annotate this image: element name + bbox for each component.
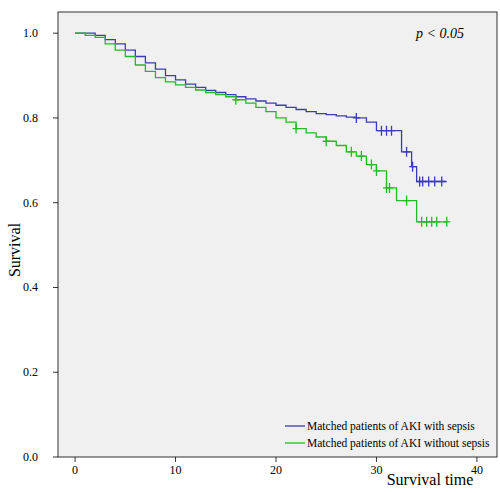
censor-mark xyxy=(232,95,239,105)
y-tick xyxy=(53,202,58,203)
legend-label: Matched patients of AKI without sepsis xyxy=(307,437,490,450)
plot-marks xyxy=(75,33,450,227)
x-tick-label: 0 xyxy=(72,463,78,477)
y-tick xyxy=(53,117,58,118)
x-tick-label: 10 xyxy=(170,463,182,477)
x-tick-label: 30 xyxy=(370,463,382,477)
chart: 0.00.20.40.60.81.0010203040Survival time… xyxy=(0,0,500,493)
y-tick-label: 0.8 xyxy=(23,111,38,125)
censor-mark xyxy=(425,177,432,187)
censor-mark xyxy=(403,147,410,157)
x-tick xyxy=(75,457,76,462)
y-tick xyxy=(53,372,58,373)
y-tick-label: 0.6 xyxy=(23,196,38,210)
legend-swatch xyxy=(285,425,305,426)
y-tick-label: 0.4 xyxy=(23,280,38,294)
censor-mark xyxy=(438,177,445,187)
censor-mark xyxy=(348,147,355,157)
y-tick-label: 0.2 xyxy=(23,365,38,379)
censor-mark xyxy=(433,217,440,227)
legend-swatch xyxy=(285,442,305,443)
x-tick xyxy=(175,457,176,462)
censor-mark xyxy=(409,162,416,172)
annotation: p < 0.05 xyxy=(415,26,464,41)
censor-mark xyxy=(431,177,438,187)
censor-mark xyxy=(358,151,365,161)
y-axis-label: Survival xyxy=(6,222,23,277)
plot-area xyxy=(58,12,497,457)
legend-label: Matched patients of AKI with sepsis xyxy=(307,420,475,433)
censor-mark xyxy=(373,166,380,176)
x-tick xyxy=(275,457,276,462)
survival-line xyxy=(75,33,447,222)
censor-mark xyxy=(368,160,375,170)
censor-mark xyxy=(419,177,426,187)
censor-mark xyxy=(388,126,395,136)
y-tick-label: 1.0 xyxy=(23,26,38,40)
censor-mark xyxy=(293,124,300,134)
x-axis-label: Survival time xyxy=(387,471,474,488)
x-tick xyxy=(376,457,377,462)
y-tick xyxy=(53,287,58,288)
censor-mark xyxy=(353,113,360,123)
censor-mark xyxy=(443,217,450,227)
x-tick xyxy=(476,457,477,462)
y-tick-label: 0.0 xyxy=(23,450,38,464)
y-tick xyxy=(53,33,58,34)
censor-mark xyxy=(386,183,393,193)
x-tick-label: 20 xyxy=(270,463,282,477)
censor-mark xyxy=(403,196,410,206)
y-tick xyxy=(53,457,58,458)
censor-mark xyxy=(323,136,330,146)
